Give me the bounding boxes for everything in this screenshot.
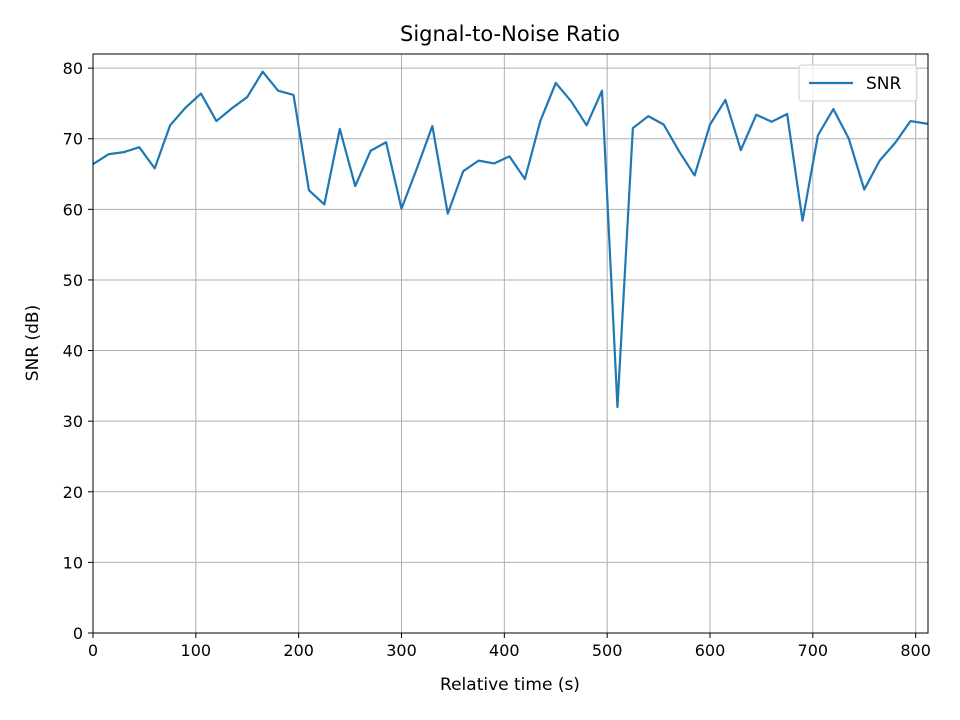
x-tick-label: 800 xyxy=(900,641,931,660)
x-tick-label: 700 xyxy=(798,641,829,660)
y-tick-label: 60 xyxy=(63,200,83,219)
y-tick-label: 70 xyxy=(63,130,83,149)
x-tick-label: 600 xyxy=(695,641,726,660)
y-tick-label: 0 xyxy=(73,624,83,643)
y-tick-label: 50 xyxy=(63,271,83,290)
x-tick-label: 0 xyxy=(88,641,98,660)
x-tick-label: 200 xyxy=(283,641,314,660)
legend-box xyxy=(798,64,918,102)
chart-title: Signal-to-Noise Ratio xyxy=(400,22,620,46)
y-tick-label: 30 xyxy=(63,412,83,431)
x-tick-label: 500 xyxy=(592,641,623,660)
y-tick-label: 20 xyxy=(63,483,83,502)
y-tick-label: 80 xyxy=(63,59,83,78)
legend-label-snr: SNR xyxy=(866,74,902,94)
y-tick-label: 40 xyxy=(63,342,83,361)
series-line-snr xyxy=(93,70,928,409)
x-axis-label: Relative time (s) xyxy=(440,675,580,695)
grid-lines xyxy=(92,54,928,634)
y-axis-label: SNR (dB) xyxy=(23,305,43,381)
plot-frame xyxy=(92,53,929,634)
x-tick-label: 300 xyxy=(386,641,417,660)
x-tick-label: 400 xyxy=(489,641,520,660)
series-layer xyxy=(93,70,928,409)
y-tick-label: 10 xyxy=(63,553,83,572)
axis-ticks: 0 100 200 300 400 500 600 700 800 0 10 20 30 40 50 60 70… xyxy=(63,59,931,660)
legend: SNR xyxy=(798,64,918,102)
x-tick-label: 100 xyxy=(181,641,212,660)
